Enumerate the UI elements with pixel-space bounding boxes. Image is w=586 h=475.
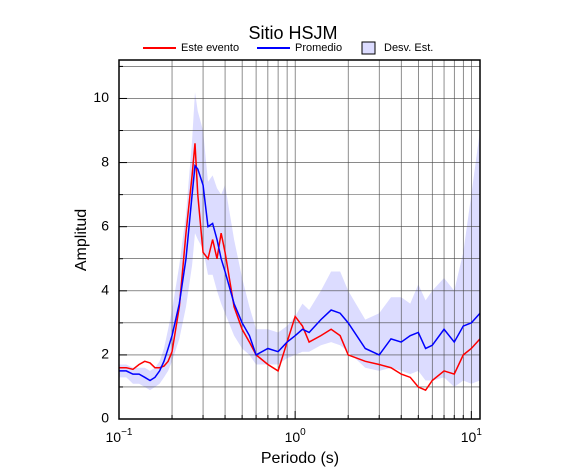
x-tick-label: 10−1 (106, 427, 133, 445)
legend-swatch (361, 41, 376, 55)
series-line (119, 143, 481, 392)
tick-base: 10 (285, 429, 301, 445)
tick-base: 10 (461, 429, 477, 445)
y-axis-label: Amplitud (73, 209, 90, 271)
chart-title: Sitio HSJM (248, 23, 337, 43)
std-band (119, 92, 480, 391)
plot-frame (118, 59, 481, 420)
tick-exponent: 0 (300, 427, 306, 438)
tick-base: 10 (106, 429, 122, 445)
legend-label: Promedio (295, 42, 342, 54)
y-tick-label: 10 (93, 89, 109, 105)
y-tick-label: 2 (101, 346, 109, 362)
x-tick-label: 100 (285, 427, 307, 445)
x-tick-label: 101 (461, 427, 483, 445)
tick-exponent: 1 (476, 427, 482, 438)
x-axis-label: Periodo (s) (261, 450, 339, 467)
y-tick-label: 6 (101, 217, 109, 233)
tick-exponent: −1 (121, 427, 133, 438)
legend-label: Este evento (181, 42, 239, 54)
y-tick-label: 8 (101, 153, 109, 169)
y-tick-label: 4 (101, 281, 109, 297)
y-tick-label: 0 (101, 410, 109, 426)
series-line (119, 163, 481, 382)
legend-label: Desv. Est. (384, 42, 433, 54)
